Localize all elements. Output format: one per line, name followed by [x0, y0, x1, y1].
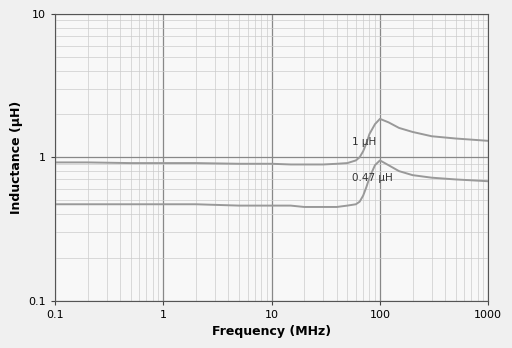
Text: 0.47 μH: 0.47 μH [352, 173, 393, 183]
Text: 1 μH: 1 μH [352, 137, 376, 147]
Y-axis label: Inductance (μH): Inductance (μH) [10, 101, 23, 214]
X-axis label: Frequency (MHz): Frequency (MHz) [212, 325, 331, 338]
